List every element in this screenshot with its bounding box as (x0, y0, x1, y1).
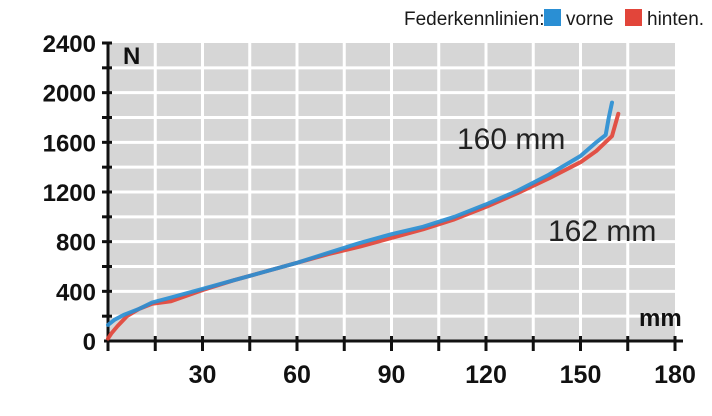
axes (102, 41, 683, 351)
annotation-rear-travel: 162 mm (548, 215, 656, 248)
y-axis-unit-label: N (123, 43, 140, 70)
x-tick-label: 30 (189, 361, 217, 389)
x-tick-label: 60 (283, 361, 311, 389)
y-tick-label: 1600 (43, 130, 96, 157)
series-line-vorne (106, 100, 614, 327)
x-tick-label: 150 (560, 361, 602, 389)
y-tick-label: 2000 (43, 81, 96, 108)
tick-labels: 0 400 800 1200 1600 2000 2400 30 60 90 120 150 180 (43, 31, 696, 389)
x-tick-label: 90 (378, 361, 406, 389)
y-tick-label: 400 (56, 279, 96, 306)
grid (108, 43, 675, 341)
y-tick-label: 800 (56, 230, 96, 257)
legend: Federkennlinien: vorne hinten. (395, 0, 712, 34)
legend-swatch-front (544, 9, 561, 26)
legend-title: Federkennlinien: (404, 9, 544, 30)
legend-swatch-rear (625, 9, 642, 26)
x-axis-unit-label: mm (639, 305, 682, 332)
series (106, 100, 621, 341)
annotation-front-travel: 160 mm (457, 123, 565, 156)
y-tick-label: 0 (83, 329, 96, 356)
y-tick-label: 1200 (43, 180, 96, 207)
y-tick-label: 2400 (43, 31, 96, 58)
x-tick-label: 180 (654, 361, 696, 389)
legend-label-front: vorne (566, 9, 614, 30)
x-tick-label: 120 (465, 361, 507, 389)
legend-label-rear: hinten. (647, 9, 704, 30)
